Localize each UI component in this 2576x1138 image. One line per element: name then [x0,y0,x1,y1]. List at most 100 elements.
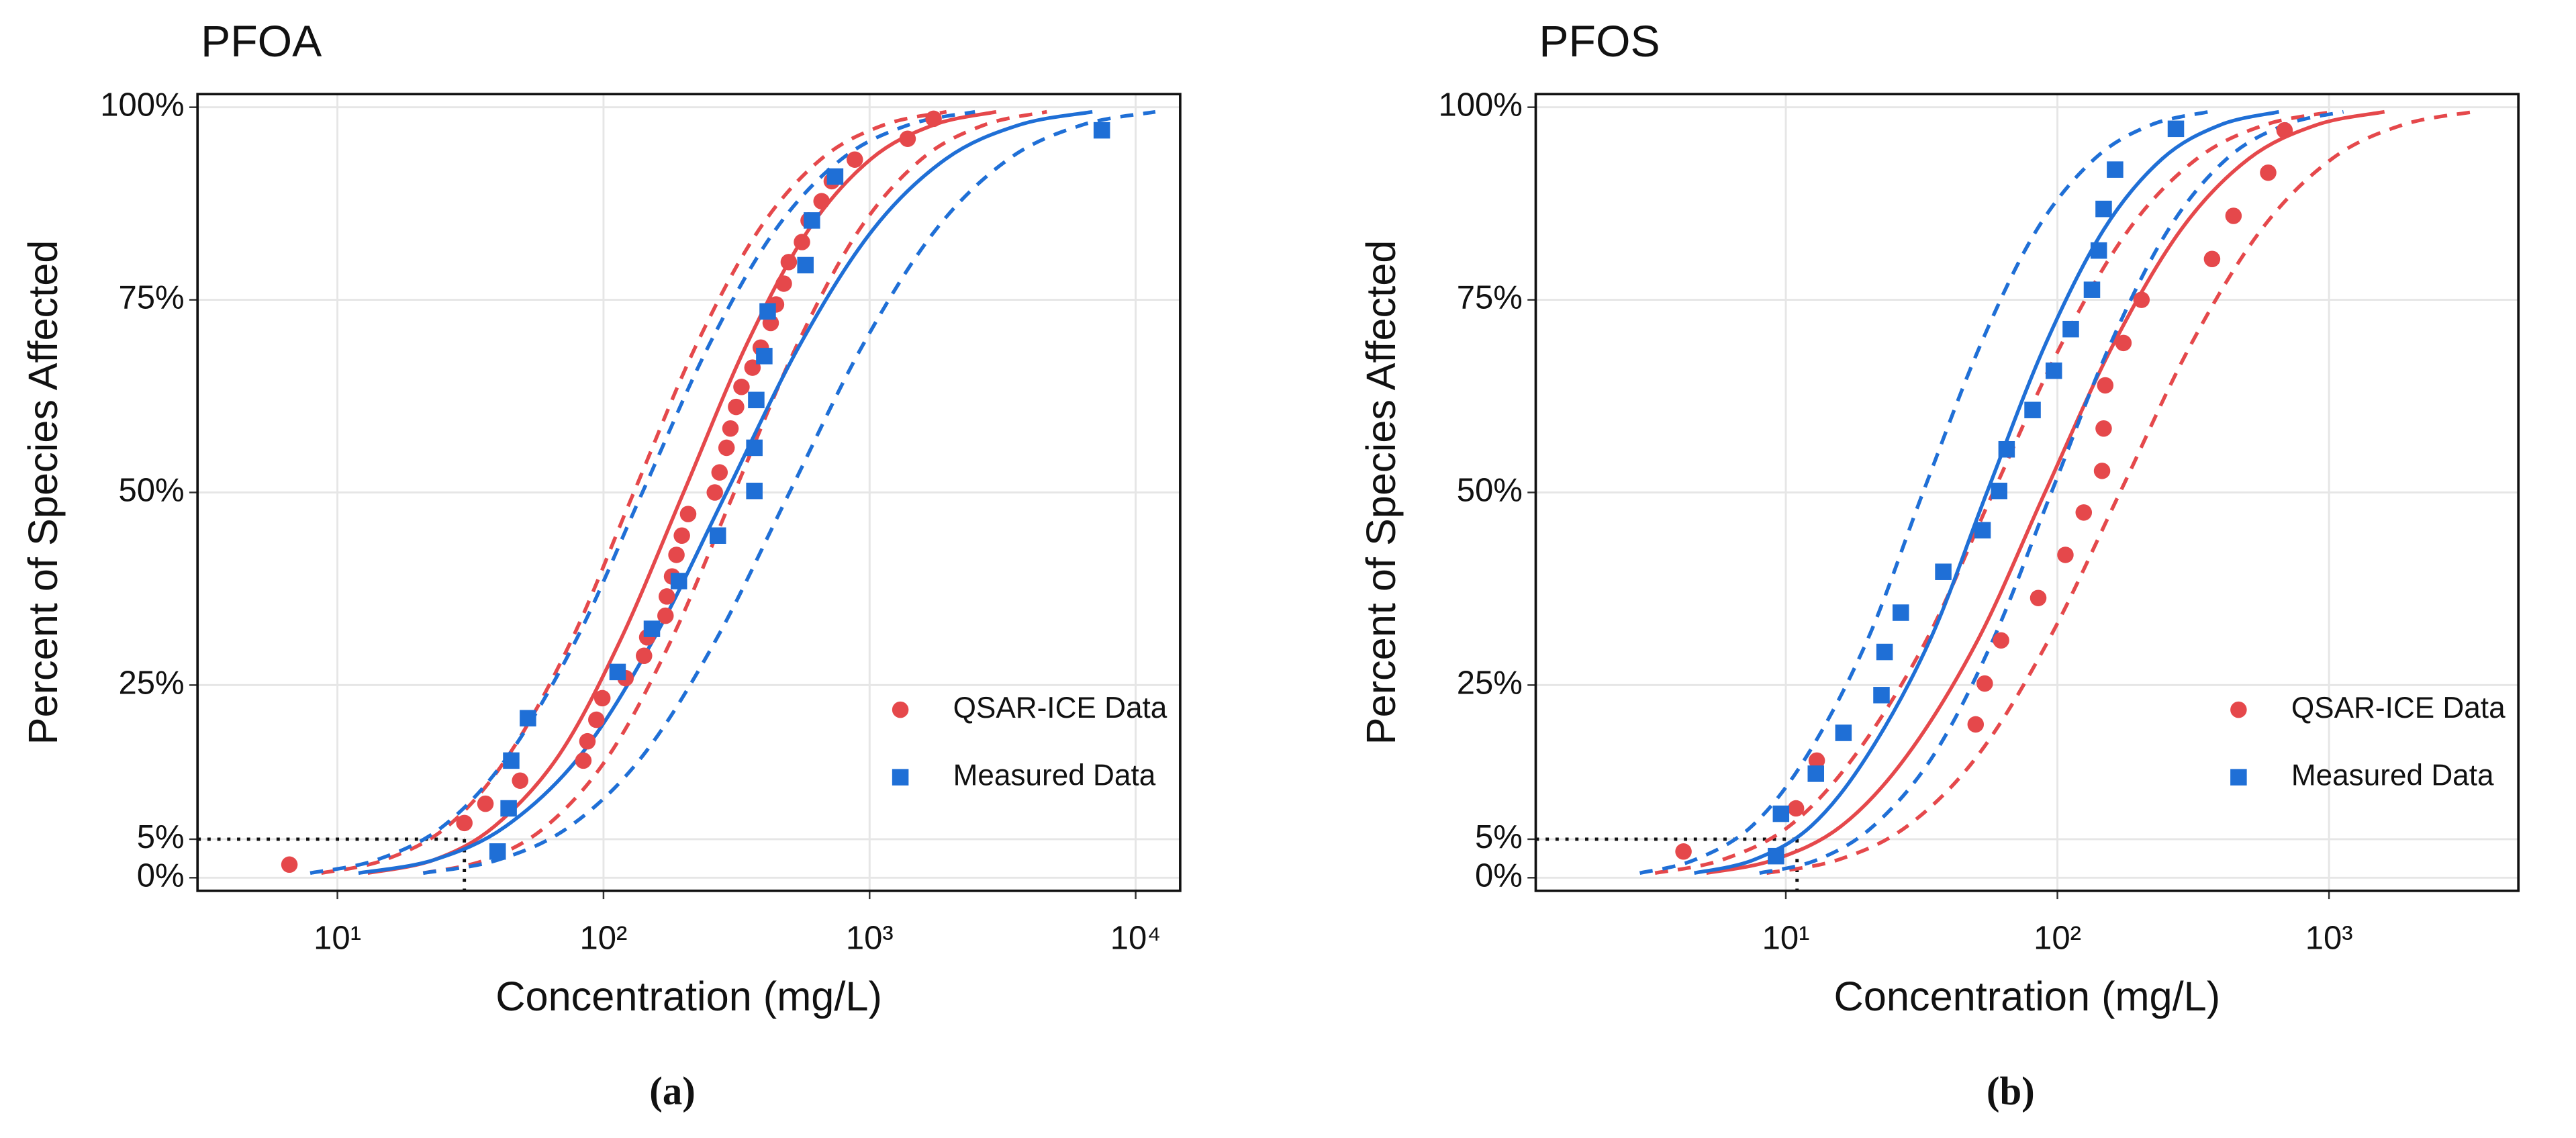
y-tick-label: 5% [1475,819,1523,855]
data-point [756,348,773,365]
panel-label: (b) [1987,1069,2035,1112]
y-tick-label: 25% [1457,665,1523,701]
y-tick-label: 75% [118,280,184,316]
panel-label: (a) [649,1069,696,1112]
data-point [1807,765,1825,782]
data-point [2107,161,2124,178]
data-point [2203,250,2221,268]
data-point [1993,632,2009,649]
data-point [2083,281,2101,298]
x-axis-label: Concentration (mg/L) [1834,974,2221,1019]
y-axis-label: Percent of Species Affected [20,240,66,745]
y-tick-label: 25% [118,665,184,701]
x-tick-label: 10⁴ [1110,920,1161,956]
fit-curve [422,109,1156,875]
data-point [2075,504,2093,521]
y-tick-label: 5% [137,819,185,855]
data-point [2030,589,2047,606]
data-point [722,420,739,437]
data-point [2276,122,2293,139]
data-point [1876,643,1893,661]
data-point [1835,724,1852,741]
data-point [1998,440,2015,458]
x-tick-label: 10³ [846,920,894,956]
fit-curve [1639,109,2209,875]
fit-curve [367,109,997,875]
fit-curve [321,109,947,875]
data-point [1967,716,1985,733]
data-point [670,573,687,589]
data-point [1808,752,1825,769]
data-point [709,527,726,544]
x-tick-label: 10³ [2305,920,2353,956]
x-tick-label: 10² [2034,920,2081,956]
data-point [1935,563,1952,580]
data-point [500,800,517,817]
data-point [609,663,626,681]
data-point [2260,164,2277,181]
data-point [2225,207,2242,224]
data-point [2045,362,2062,379]
data-point [489,843,506,860]
data-point [1093,122,1110,139]
plot-border [1534,93,2520,892]
legend-marker [2230,769,2247,786]
y-tick-label: 50% [118,472,184,508]
data-point [2095,420,2112,437]
fit-curve [422,109,1047,875]
y-axis-label: Percent of Species Affected [1358,240,1404,745]
data-point [2093,463,2111,479]
legend-marker [892,769,909,786]
plot-border [196,93,1182,892]
data-point [657,607,674,624]
y-tick-label: 0% [137,857,185,894]
data-point [1991,482,2007,500]
data-point [826,168,844,185]
y-tick-label: 100% [100,87,184,124]
data-point [775,275,792,292]
data-point [512,772,528,789]
data-point [1675,843,1692,860]
data-point [733,379,750,395]
data-point [2097,377,2114,394]
data-point [2095,200,2112,218]
data-point [668,547,685,563]
data-point [503,752,520,769]
data-point [746,482,763,500]
data-point [847,151,863,168]
legend-label: QSAR-ICE Data [2291,692,2506,724]
y-tick-label: 75% [1457,280,1523,316]
x-tick-label: 10¹ [314,920,361,956]
data-point [673,527,690,544]
data-point [1787,800,1805,817]
fit-curve [1693,109,2280,875]
data-point [748,391,765,409]
data-point [575,752,592,769]
y-tick-label: 100% [1439,87,1523,124]
data-point [579,732,596,750]
data-point [1974,522,1991,538]
fit-curve [358,109,1093,875]
chart-title: PFOS [1539,17,1660,66]
data-point [797,256,814,274]
legend-label: Measured Data [953,759,1156,792]
data-point [746,439,763,457]
data-point [706,484,723,501]
data-point [281,856,298,873]
data-point [1976,675,1993,692]
data-point [2024,401,2041,418]
data-point [813,193,830,209]
data-point [1772,805,1790,822]
y-tick-label: 50% [1457,472,1523,508]
data-point [636,647,653,665]
chart-title: PFOA [201,17,322,66]
data-point [593,690,611,707]
legend-label: Measured Data [2291,759,2494,792]
data-point [659,588,675,605]
data-point [1892,604,1909,621]
x-tick-label: 10¹ [1762,920,1810,956]
data-point [780,254,798,271]
data-point [794,234,810,250]
data-point [477,795,494,812]
data-point [2133,291,2150,308]
